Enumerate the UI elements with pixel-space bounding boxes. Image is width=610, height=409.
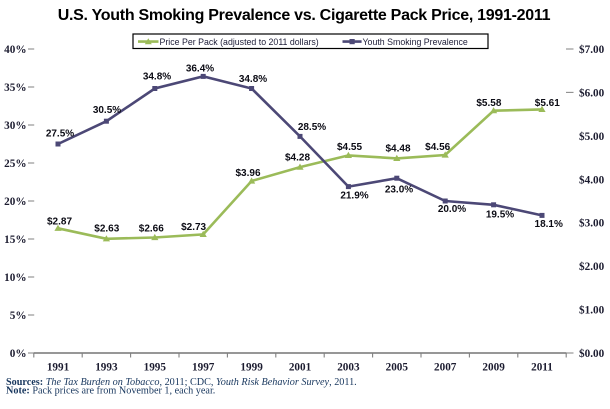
svg-text:$2.00: $2.00 (579, 261, 605, 273)
svg-text:28.5%: 28.5% (298, 122, 326, 133)
svg-text:$4.28: $4.28 (285, 153, 310, 164)
svg-text:30%: 30% (4, 120, 26, 132)
svg-text:$5.58: $5.58 (476, 98, 501, 109)
svg-text:$2.87: $2.87 (47, 217, 72, 228)
svg-text:$4.56: $4.56 (425, 142, 450, 153)
svg-text:23.0%: 23.0% (385, 185, 413, 196)
svg-text:$6.00: $6.00 (579, 87, 605, 99)
svg-text:1997: 1997 (192, 362, 215, 374)
svg-text:$4.55: $4.55 (337, 142, 362, 153)
svg-text:34.8%: 34.8% (239, 74, 267, 85)
svg-text:1995: 1995 (144, 362, 167, 374)
svg-text:Youth Smoking Prevalence: Youth Smoking Prevalence (363, 37, 468, 47)
svg-text:$3.00: $3.00 (579, 218, 605, 230)
svg-text:Note: Pack prices are from No: Note: Pack prices are from November 1, e… (6, 386, 215, 397)
svg-text:2005: 2005 (386, 362, 409, 374)
svg-text:19.5%: 19.5% (486, 210, 514, 221)
svg-text:34.8%: 34.8% (143, 72, 171, 83)
svg-text:$4.48: $4.48 (385, 144, 410, 155)
svg-text:$2.73: $2.73 (181, 222, 206, 233)
svg-text:5%: 5% (10, 310, 27, 322)
svg-text:18.1%: 18.1% (535, 219, 563, 230)
svg-text:$3.96: $3.96 (235, 168, 260, 179)
svg-text:21.9%: 21.9% (340, 191, 368, 202)
svg-text:Sources: The Tax Burden on To: Sources: The Tax Burden on Tobacco, 2011… (6, 377, 357, 388)
svg-text:36.4%: 36.4% (186, 64, 214, 75)
svg-text:$2.66: $2.66 (139, 224, 164, 235)
svg-text:10%: 10% (4, 272, 26, 284)
svg-text:1999: 1999 (240, 362, 263, 374)
svg-text:$0.00: $0.00 (579, 348, 605, 360)
svg-text:2003: 2003 (337, 362, 360, 374)
svg-text:Price Per Pack (adjusted to 20: Price Per Pack (adjusted to 2011 dollars… (160, 37, 319, 47)
svg-text:U.S. Youth Smoking Prevalence: U.S. Youth Smoking Prevalence vs. Cigare… (58, 7, 551, 24)
svg-text:2007: 2007 (434, 362, 457, 374)
svg-text:40%: 40% (4, 44, 26, 56)
svg-text:$4.00: $4.00 (579, 174, 605, 186)
svg-text:1991: 1991 (47, 362, 70, 374)
svg-text:$5.00: $5.00 (579, 131, 605, 143)
svg-text:$7.00: $7.00 (579, 44, 605, 56)
svg-text:27.5%: 27.5% (46, 129, 74, 140)
svg-text:1993: 1993 (95, 362, 118, 374)
svg-text:2001: 2001 (289, 362, 312, 374)
svg-text:20.0%: 20.0% (438, 204, 466, 215)
svg-text:25%: 25% (4, 158, 26, 170)
svg-text:0%: 0% (10, 348, 27, 360)
svg-text:$5.61: $5.61 (535, 98, 560, 109)
svg-text:15%: 15% (4, 234, 26, 246)
svg-text:$1.00: $1.00 (579, 305, 605, 317)
svg-text:2011: 2011 (531, 362, 553, 374)
svg-text:2009: 2009 (482, 362, 505, 374)
svg-text:20%: 20% (4, 196, 26, 208)
svg-text:35%: 35% (4, 82, 26, 94)
svg-text:$2.63: $2.63 (94, 224, 119, 235)
svg-text:30.5%: 30.5% (93, 105, 121, 116)
